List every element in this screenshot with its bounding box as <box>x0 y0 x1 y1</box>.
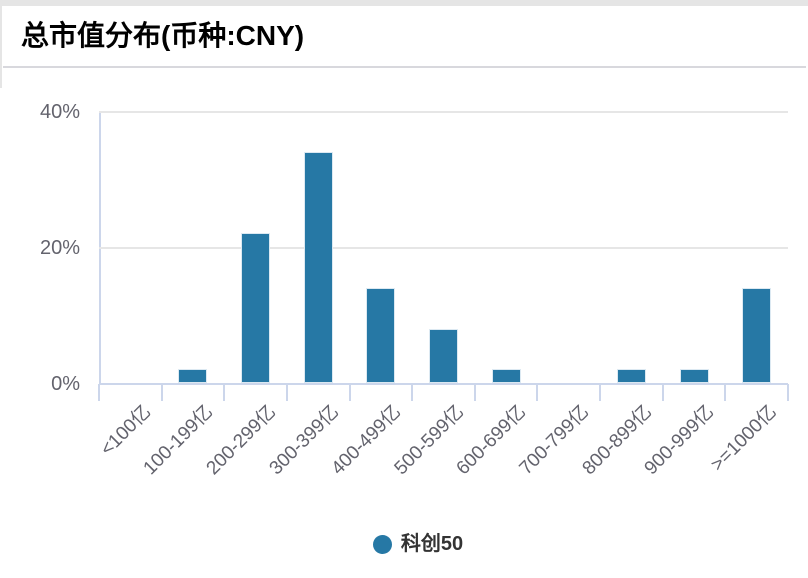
column-bar-5[interactable] <box>429 329 458 383</box>
x-axis-line <box>99 383 788 385</box>
x-axis-tick <box>160 384 163 401</box>
gridline-20pct <box>99 247 788 249</box>
x-axis-tick <box>473 384 476 401</box>
x-axis-tick <box>599 384 602 401</box>
x-axis-tick <box>348 384 351 401</box>
top-border <box>0 0 808 6</box>
plot-area: <100亿 100-199亿 200-299亿 300-399亿 400-499亿 500… <box>96 111 789 479</box>
x-axis-tick <box>285 384 288 401</box>
column-bar-4[interactable] <box>366 288 396 383</box>
y-axis-label-40: 40% <box>39 101 80 123</box>
column-bar-8[interactable] <box>616 369 646 383</box>
x-axis-tick <box>536 384 539 401</box>
column-bar-1[interactable] <box>178 369 208 383</box>
column-bar-2[interactable] <box>241 233 271 383</box>
y-axis-label-0: 0% <box>51 373 80 395</box>
x-axis-tick <box>724 384 727 401</box>
legend: 科创50 <box>0 534 808 554</box>
x-axis-tick <box>787 384 789 401</box>
column-bar-3[interactable] <box>303 152 333 383</box>
x-axis-tick <box>223 384 226 401</box>
x-axis-label-10: >=1000亿 <box>707 401 782 476</box>
chart-card: 0% 20% 40% <100亿 100-199亿 200-299亿 300-399亿 40… <box>0 72 808 578</box>
legend-label: 科创50 <box>400 533 464 555</box>
column-bar-10[interactable] <box>742 288 772 383</box>
legend-item-kc50[interactable]: 科创50 <box>372 533 464 555</box>
x-axis-tick <box>98 384 100 401</box>
title-divider <box>3 66 806 68</box>
legend-marker-icon <box>372 534 392 554</box>
chart-title: 总市值分布(币种:CNY) <box>21 20 305 51</box>
y-axis-label-20: 20% <box>39 237 80 259</box>
x-axis-tick <box>661 384 664 401</box>
x-axis-tick <box>411 384 414 401</box>
column-bar-9[interactable] <box>679 369 709 383</box>
gridline-40pct <box>99 111 788 113</box>
left-border <box>0 0 2 88</box>
column-bar-6[interactable] <box>491 369 521 383</box>
